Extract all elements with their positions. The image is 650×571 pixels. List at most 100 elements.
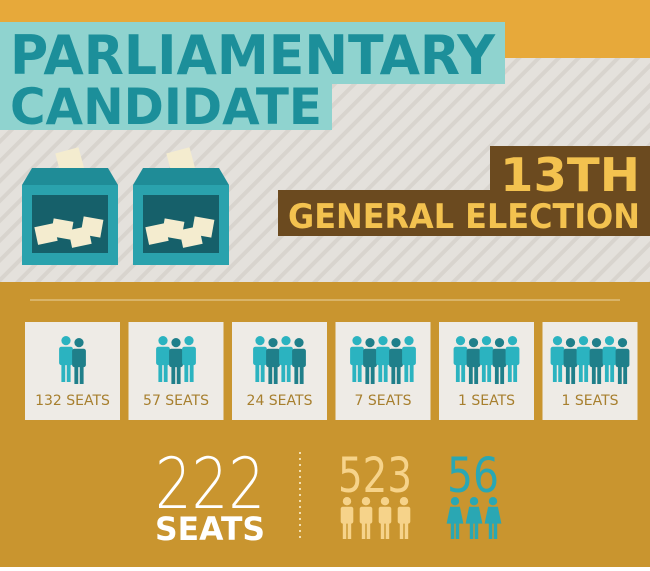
person-head: [281, 336, 291, 346]
seat-label: 1 SEATS: [458, 393, 515, 409]
person-leg: [79, 366, 84, 384]
person-leg: [610, 364, 615, 382]
person-leg: [455, 522, 460, 539]
person-leg: [404, 364, 409, 382]
person-head: [450, 497, 460, 506]
person-head: [380, 497, 390, 506]
person-head: [171, 338, 181, 348]
person-leg: [176, 366, 181, 384]
person-leg: [571, 366, 576, 384]
person-leg: [352, 364, 357, 382]
ballot-lid: [133, 168, 229, 185]
person-body: [266, 348, 280, 368]
person-leg: [158, 364, 163, 382]
person-leg: [558, 364, 563, 382]
person-head: [617, 338, 628, 348]
title-box: [0, 22, 505, 84]
ballot-paper: [191, 216, 215, 238]
person-leg: [468, 366, 473, 384]
person-leg: [273, 366, 278, 384]
person-leg: [294, 366, 299, 384]
ballot-paper: [80, 216, 104, 238]
seat-label: 1 SEATS: [561, 393, 618, 409]
person-leg: [281, 364, 286, 382]
person-head: [565, 338, 576, 348]
seat-box: [232, 322, 327, 420]
person-leg: [488, 522, 493, 539]
person-head: [552, 336, 563, 346]
person-head: [578, 336, 589, 346]
person-leg: [74, 366, 79, 384]
person-leg: [380, 522, 385, 539]
person-leg: [378, 364, 383, 382]
seat-label: 24 SEATS: [247, 393, 313, 409]
election-number: 13TH: [500, 148, 640, 202]
person-head: [468, 338, 479, 348]
person-body: [446, 506, 464, 524]
person-leg: [370, 366, 375, 384]
person-leg: [584, 364, 589, 382]
person-body: [389, 348, 403, 368]
person-leg: [342, 522, 347, 539]
title: PARLIAMENTARY: [10, 24, 496, 87]
person-body: [576, 346, 591, 366]
total-seats: 222: [155, 443, 265, 525]
person-body: [350, 346, 364, 366]
person-leg: [493, 522, 498, 539]
person-head: [481, 336, 492, 346]
person-body: [505, 346, 520, 366]
person-body: [479, 346, 494, 366]
person-body: [563, 348, 578, 368]
person-body: [589, 348, 604, 368]
person-body: [615, 348, 630, 368]
person-leg: [469, 522, 474, 539]
ballot-lid: [22, 168, 118, 185]
person-leg: [481, 364, 486, 382]
person-head: [342, 497, 352, 506]
person-head: [294, 338, 304, 348]
election-name: GENERAL ELECTION: [288, 197, 640, 237]
person-leg: [383, 364, 388, 382]
ballot-paper: [145, 223, 169, 245]
person-body: [550, 346, 565, 366]
person-head: [365, 338, 375, 348]
person-body: [378, 506, 392, 524]
person-leg: [513, 364, 518, 382]
person-leg: [61, 364, 66, 382]
person-leg: [455, 364, 460, 382]
person-head: [352, 336, 362, 346]
person-leg: [565, 366, 570, 384]
title-box: [0, 80, 332, 130]
title: CANDIDATE: [10, 78, 322, 136]
person-leg: [286, 364, 291, 382]
seat-label: 57 SEATS: [143, 393, 209, 409]
person-leg: [365, 366, 370, 384]
person-body: [182, 346, 196, 366]
person-leg: [357, 364, 362, 382]
person-head: [507, 336, 518, 346]
person-head: [494, 338, 505, 348]
person-body: [492, 348, 507, 368]
person-leg: [396, 366, 401, 384]
seat-box: [25, 322, 120, 420]
female-count: 56: [447, 448, 499, 504]
person-leg: [623, 366, 628, 384]
person-body: [376, 346, 390, 366]
ballot-paper: [50, 218, 74, 240]
person-leg: [366, 522, 371, 539]
person-leg: [474, 366, 479, 384]
person-body: [169, 348, 183, 368]
person-leg: [474, 522, 479, 539]
person-leg: [171, 366, 176, 384]
person-leg: [487, 364, 492, 382]
person-head: [591, 338, 602, 348]
person-leg: [404, 522, 409, 539]
person-head: [378, 336, 388, 346]
person-leg: [597, 366, 602, 384]
person-leg: [604, 364, 609, 382]
person-body: [465, 506, 483, 524]
person-leg: [299, 366, 304, 384]
person-head: [158, 336, 168, 346]
person-head: [391, 338, 401, 348]
